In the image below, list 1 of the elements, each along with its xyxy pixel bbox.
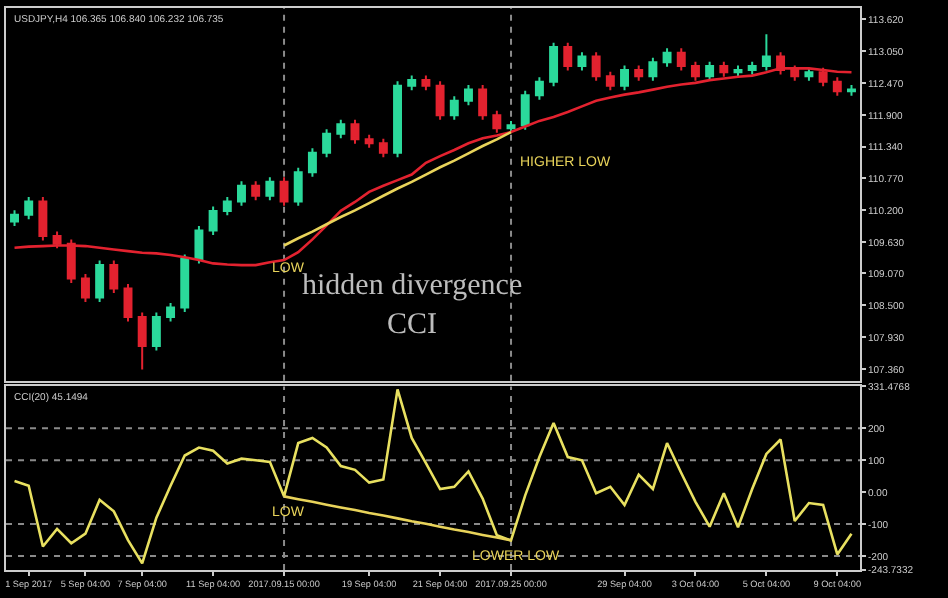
annotation: hidden divergence CCI xyxy=(302,270,523,341)
